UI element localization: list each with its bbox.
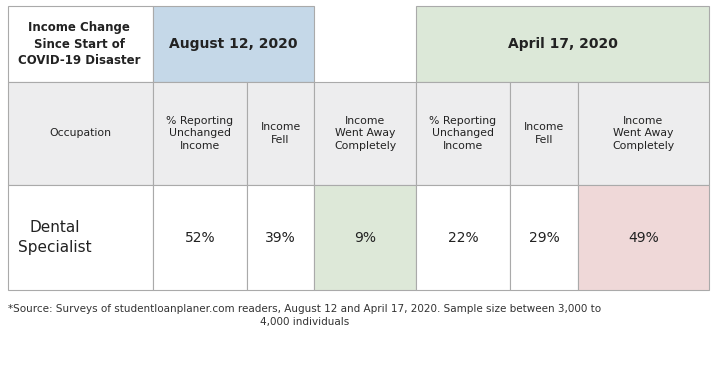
- Text: Income
Went Away
Completely: Income Went Away Completely: [612, 116, 675, 151]
- Bar: [416, 185, 510, 290]
- Text: *Source: Surveys of studentloanplaner.com readers, August 12 and April 17, 2020.: *Source: Surveys of studentloanplaner.co…: [8, 304, 601, 327]
- Bar: [8, 82, 153, 185]
- Text: 39%: 39%: [265, 230, 296, 244]
- Text: 29%: 29%: [528, 230, 559, 244]
- Text: Income
Went Away
Completely: Income Went Away Completely: [334, 116, 396, 151]
- Bar: [578, 185, 709, 290]
- Bar: [314, 185, 416, 290]
- Bar: [416, 6, 709, 82]
- Bar: [314, 82, 416, 185]
- Text: Income Change
Since Start of
COVID-19 Disaster: Income Change Since Start of COVID-19 Di…: [18, 21, 141, 67]
- Text: April 17, 2020: April 17, 2020: [508, 37, 617, 51]
- Text: Dental
Specialist: Dental Specialist: [18, 220, 92, 255]
- Text: Income
Fell: Income Fell: [260, 122, 300, 145]
- Text: Occupation: Occupation: [49, 129, 112, 138]
- Bar: [153, 185, 247, 290]
- Bar: [8, 185, 153, 290]
- Bar: [153, 6, 314, 82]
- Bar: [247, 82, 314, 185]
- Text: % Reporting
Unchanged
Income: % Reporting Unchanged Income: [166, 116, 234, 151]
- Text: Income
Fell: Income Fell: [524, 122, 564, 145]
- Text: August 12, 2020: August 12, 2020: [169, 37, 298, 51]
- Bar: [416, 82, 510, 185]
- Bar: [247, 185, 314, 290]
- Bar: [510, 185, 578, 290]
- Bar: [510, 82, 578, 185]
- Bar: [8, 6, 153, 82]
- Text: 52%: 52%: [185, 230, 215, 244]
- Text: 9%: 9%: [354, 230, 376, 244]
- Text: 22%: 22%: [447, 230, 478, 244]
- Bar: [578, 82, 709, 185]
- Text: % Reporting
Unchanged
Income: % Reporting Unchanged Income: [429, 116, 497, 151]
- Text: 49%: 49%: [628, 230, 659, 244]
- Bar: [153, 82, 247, 185]
